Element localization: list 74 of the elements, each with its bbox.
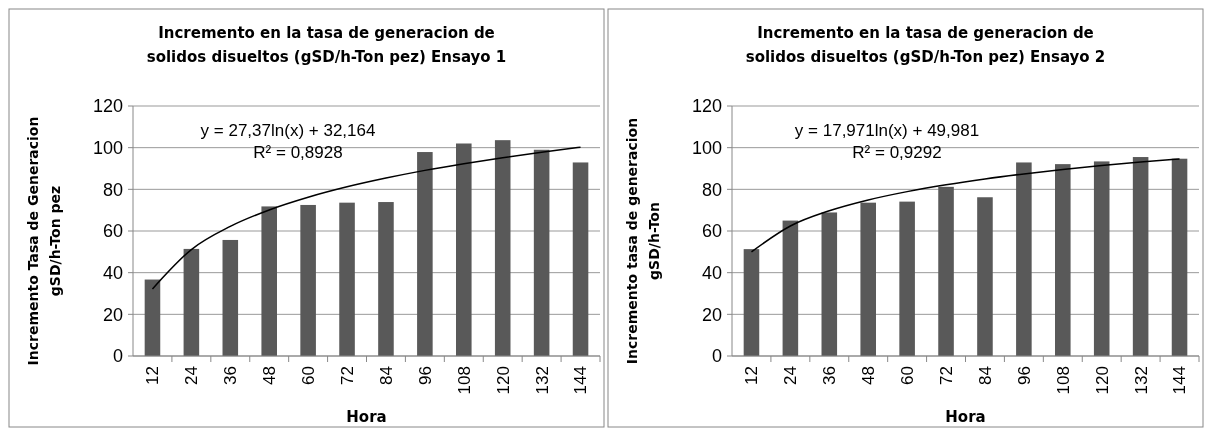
bar	[339, 202, 355, 356]
x-tick-label: 36	[221, 366, 241, 385]
x-tick-label: 60	[299, 366, 319, 385]
y-tick-label: 60	[102, 221, 123, 242]
x-tick-label: 120	[1092, 366, 1112, 395]
y-tick-label: 20	[102, 304, 123, 325]
y-tick-label: 80	[102, 179, 123, 200]
line-series	[151, 146, 582, 290]
y-tick-label: 0	[112, 346, 123, 367]
x-tick-label: 24	[182, 366, 202, 385]
bar	[899, 201, 915, 356]
bar	[1171, 158, 1188, 356]
bar	[977, 197, 993, 356]
x-axis-title: Hora	[945, 408, 986, 426]
y-tick-label: 60	[701, 221, 722, 242]
annotation: R² = 0,8928	[253, 143, 343, 162]
x-tick-label: 84	[975, 366, 995, 385]
bar	[938, 186, 954, 356]
x-tick-label: 144	[571, 366, 591, 395]
bar	[743, 249, 760, 356]
line-series	[750, 158, 1181, 253]
bar	[821, 212, 838, 356]
x-tick-label: 36	[820, 366, 840, 385]
bar	[222, 239, 239, 356]
x-tick-label: 24	[781, 366, 801, 385]
y-axis-title: Incremento Tasa de Generacion gSD/h-Ton pez	[25, 116, 63, 366]
bar	[533, 149, 550, 356]
y-axis-title: Incremento tasa de generacion gSD/h-Ton	[624, 117, 662, 365]
x-tick-label: 132	[532, 366, 552, 395]
bar	[494, 140, 511, 356]
x-tick-label: 96	[1014, 366, 1034, 385]
bar	[144, 279, 161, 356]
y-tick-label: 0	[711, 346, 722, 367]
x-tick-label: 132	[1131, 366, 1151, 395]
y-tick-label: 100	[691, 137, 722, 158]
x-tick-label: 60	[898, 366, 918, 385]
bar	[300, 204, 316, 356]
x-tick-label: 108	[1053, 366, 1073, 395]
y-tick-label: 120	[92, 96, 123, 117]
y-tick-label: 40	[102, 262, 123, 283]
x-tick-label: 48	[260, 366, 280, 385]
x-tick-label: 72	[936, 366, 956, 385]
bar	[1055, 164, 1071, 356]
bar	[1132, 157, 1149, 356]
bar	[782, 220, 799, 356]
bar	[1093, 161, 1110, 356]
bar	[378, 202, 394, 356]
y-tick-label: 20	[701, 304, 722, 325]
chart-title: Incremento en la tasa de generacion de solidos disueltos (gSD/h-Ton pez) Ensayo 2	[745, 24, 1106, 66]
x-tick-label: 72	[337, 366, 357, 385]
y-tick-label: 40	[701, 262, 722, 283]
annotation: R² = 0,9292	[852, 143, 942, 162]
y-tick-label: 100	[92, 137, 123, 158]
annotation: y = 17,971ln(x) + 49,981	[794, 121, 980, 140]
x-tick-label: 96	[415, 366, 435, 385]
x-axis-title: Hora	[346, 408, 387, 426]
y-tick-label: 80	[701, 179, 722, 200]
y-tick-label: 120	[691, 96, 722, 117]
x-tick-label: 144	[1170, 366, 1190, 395]
x-tick-label: 12	[742, 366, 762, 385]
x-tick-label: 108	[454, 366, 474, 395]
bar	[417, 152, 433, 356]
bar	[572, 162, 589, 356]
annotation: y = 27,37ln(x) + 32,164	[200, 121, 376, 140]
bar	[261, 206, 277, 356]
bar	[860, 202, 876, 356]
bar	[183, 248, 200, 356]
x-tick-label: 120	[493, 366, 513, 395]
bar	[456, 143, 472, 356]
x-tick-label: 12	[143, 366, 163, 385]
x-tick-label: 84	[376, 366, 396, 385]
bar	[1016, 162, 1032, 356]
chart-title: Incremento en la tasa de generacion de solidos disueltos (gSD/h-Ton pez) Ensayo 1	[146, 24, 507, 66]
x-tick-label: 48	[859, 366, 879, 385]
